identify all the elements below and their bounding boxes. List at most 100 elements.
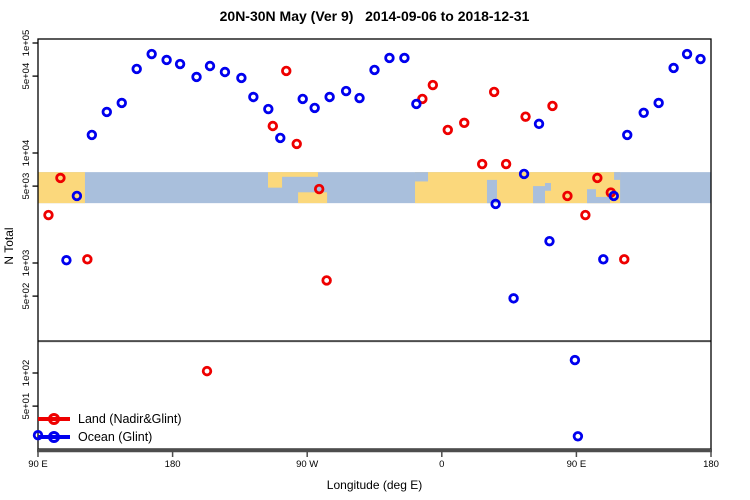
data-point-land — [201, 365, 213, 377]
data-point-ocean — [161, 54, 172, 66]
map-band-ocean-patch — [595, 196, 611, 204]
data-point-land — [281, 65, 292, 77]
map-band-ocean-patch — [614, 172, 621, 180]
data-point-ocean — [695, 53, 706, 65]
data-point-ocean — [668, 62, 679, 74]
data-point-ocean — [369, 64, 380, 76]
x-tick-label: 90 W — [296, 459, 318, 470]
data-point-ocean — [131, 63, 142, 75]
data-point-ocean — [608, 190, 619, 202]
map-band-ocean-patch — [415, 172, 429, 182]
x-tick-label: 180 — [165, 459, 181, 470]
data-point-ocean — [146, 48, 157, 60]
data-point-land — [580, 209, 591, 221]
data-point-ocean — [191, 71, 202, 83]
map-band-land-segment — [38, 172, 85, 204]
data-point-ocean — [236, 72, 247, 84]
data-point-ocean — [297, 93, 308, 105]
data-point-land — [488, 86, 500, 98]
legend-label-ocean: Ocean (Glint) — [78, 430, 153, 444]
map-band-land-segment — [415, 172, 621, 204]
data-point-ocean — [275, 132, 286, 144]
map-band-ocean-patch — [533, 186, 545, 204]
data-point-land — [291, 138, 302, 150]
legend: Land (Nadir&Glint) Ocean (Glint) — [38, 411, 182, 445]
data-point-ocean — [61, 255, 72, 266]
y-tick-label: 1e+05 — [21, 30, 32, 57]
data-point-land — [547, 100, 558, 112]
map-band-ocean-patch — [587, 189, 596, 204]
data-point-ocean — [653, 97, 664, 109]
data-point-ocean — [309, 102, 320, 114]
y-tick-label: 1e+03 — [21, 250, 32, 277]
map-band-ocean-patch — [486, 179, 497, 204]
legend-item-land: Land (Nadir&Glint) — [38, 411, 182, 427]
data-point-land — [321, 275, 332, 286]
data-point-ocean — [116, 97, 127, 109]
y-tick-label: 5e+04 — [21, 63, 32, 90]
data-point-ocean — [572, 431, 584, 442]
y-tick-label: 5e+02 — [21, 283, 32, 310]
data-point-land — [267, 120, 279, 132]
data-point-ocean — [324, 91, 335, 103]
x-tick-label: 180 — [703, 459, 719, 470]
data-point-ocean — [508, 293, 519, 304]
data-point-land — [43, 209, 54, 221]
data-point-ocean — [490, 198, 501, 210]
data-point-land — [82, 254, 93, 265]
data-point-ocean — [681, 48, 693, 60]
data-point-ocean — [533, 118, 545, 130]
plot-border — [37, 38, 712, 450]
data-point-ocean — [411, 98, 422, 110]
data-point-ocean — [598, 254, 609, 265]
data-point-ocean — [86, 129, 98, 141]
data-point-land — [313, 183, 325, 195]
x-axis-title: Longitude (deg E) — [326, 478, 423, 492]
y-tick-label: 1e+02 — [21, 360, 32, 387]
data-point-ocean — [569, 354, 581, 366]
data-point-ocean — [622, 129, 633, 141]
data-point-ocean — [354, 92, 365, 104]
data-point-ocean — [219, 66, 231, 78]
data-point-ocean — [71, 190, 83, 202]
data-point-ocean — [638, 107, 649, 118]
data-point-ocean — [248, 91, 259, 103]
y-tick-label: 5e+01 — [21, 393, 32, 420]
data-point-land — [417, 93, 428, 105]
data-point-land — [520, 111, 531, 122]
data-point-land — [619, 254, 630, 265]
data-point-land — [442, 124, 453, 136]
ocean-marker-icon — [38, 431, 70, 443]
data-point-ocean — [174, 58, 186, 70]
y-axis-title: N Total — [2, 227, 16, 265]
map-band-land-segment — [298, 192, 328, 204]
map-band-land-segment — [268, 172, 283, 188]
map-band-ocean-patch — [544, 182, 551, 191]
data-point-ocean — [544, 235, 555, 247]
y-tick-label: 5e+03 — [21, 173, 32, 200]
x-tick-label: 90 E — [28, 459, 48, 470]
data-point-land — [592, 172, 603, 184]
data-point-ocean — [204, 60, 216, 72]
data-point-land — [427, 79, 439, 91]
data-point-ocean — [340, 85, 352, 97]
x-tick-label: 90 E — [567, 459, 587, 470]
data-point-land — [55, 172, 66, 184]
data-point-land — [500, 158, 512, 170]
legend-item-ocean: Ocean (Glint) — [38, 429, 182, 445]
chart-title: 20N-30N May (Ver 9) 2014-09-06 to 2018-1… — [219, 8, 530, 24]
data-point-ocean — [101, 106, 112, 118]
data-point-ocean — [518, 168, 530, 180]
data-point-land — [459, 117, 470, 129]
legend-label-land: Land (Nadir&Glint) — [78, 412, 182, 426]
data-point-ocean — [263, 103, 274, 115]
x-tick-label: 0 — [439, 459, 444, 470]
data-point-ocean — [384, 52, 395, 64]
y-tick-label: 1e+04 — [21, 140, 32, 167]
data-point-ocean — [399, 52, 410, 64]
data-point-land — [476, 158, 488, 170]
land-marker-icon — [38, 413, 70, 425]
data-point-land — [562, 190, 573, 202]
